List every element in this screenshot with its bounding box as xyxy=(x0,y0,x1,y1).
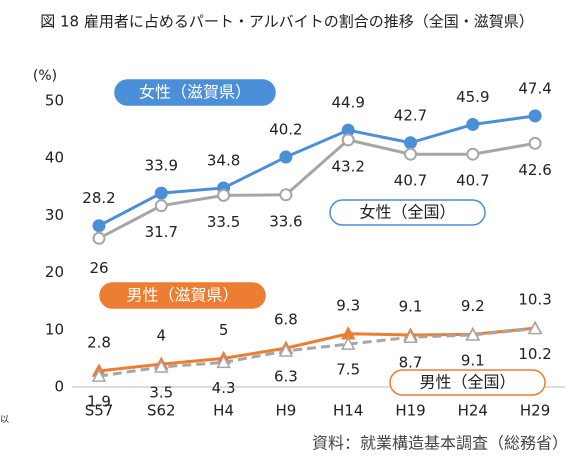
legend-box xyxy=(329,199,486,226)
marker xyxy=(466,147,480,161)
data-label: 1.9 xyxy=(87,393,111,411)
data-label: 6.3 xyxy=(274,367,298,385)
data-label: 40.7 xyxy=(394,172,427,190)
x-tick-label: H24 xyxy=(458,402,488,420)
legend-label: 男性（全国） xyxy=(419,373,515,392)
data-label: 26 xyxy=(89,259,108,277)
x-tick-label: S57 xyxy=(85,402,114,420)
edge-text: 以 xyxy=(0,416,9,426)
marker xyxy=(279,188,293,202)
y-tick-label: 50 xyxy=(45,92,64,110)
x-tick-label: S62 xyxy=(147,402,176,420)
data-label: 44.9 xyxy=(331,94,364,112)
y-tick-label: 0 xyxy=(54,378,64,396)
marker xyxy=(466,117,480,131)
marker xyxy=(403,329,418,343)
data-label: 5 xyxy=(219,321,229,339)
marker xyxy=(527,321,543,335)
marker xyxy=(404,136,417,150)
legend-label: 男性（滋賀県） xyxy=(126,286,238,305)
y-tick-label: 40 xyxy=(45,149,64,167)
data-label: 40.7 xyxy=(456,172,489,190)
legend-box xyxy=(389,369,546,396)
data-label: 42.7 xyxy=(394,106,427,124)
marker xyxy=(278,343,294,357)
y-unit: (%) xyxy=(33,68,57,84)
data-label: 6.8 xyxy=(274,311,298,329)
data-label: 2.8 xyxy=(87,333,111,351)
data-label: 40.2 xyxy=(269,121,302,139)
marker xyxy=(154,359,169,373)
data-label: 45.9 xyxy=(456,88,489,106)
marker xyxy=(465,327,481,341)
legend-label: 女性（滋賀県） xyxy=(139,83,251,102)
data-label: 10.2 xyxy=(518,345,551,363)
marker xyxy=(341,133,355,147)
data-label: 31.7 xyxy=(145,223,178,241)
data-label: 43.2 xyxy=(331,157,364,175)
legend-label: 女性（全国） xyxy=(359,203,455,222)
marker xyxy=(92,231,106,245)
data-label: 9.1 xyxy=(399,297,423,315)
data-label: 33.9 xyxy=(145,157,178,175)
data-label: 47.4 xyxy=(518,79,551,97)
data-label: 42.6 xyxy=(518,161,551,179)
marker xyxy=(92,219,106,233)
marker xyxy=(216,354,231,369)
series-line xyxy=(98,138,536,240)
data-label: 9.3 xyxy=(336,296,360,314)
data-label: 4 xyxy=(157,327,167,345)
marker xyxy=(340,336,356,350)
data-label: 33.5 xyxy=(207,213,240,231)
data-label: 3.5 xyxy=(149,383,173,401)
legend-box xyxy=(99,282,266,309)
chart-title: 図 18 雇用者に占めるパート・アルバイトの割合の推移（全国・滋賀県） xyxy=(40,13,533,31)
y-tick-label: 30 xyxy=(45,206,64,224)
data-label: 33.6 xyxy=(269,212,302,230)
series-line xyxy=(98,114,536,228)
data-label: 9.2 xyxy=(461,297,485,315)
data-label: 28.2 xyxy=(82,189,115,207)
marker xyxy=(528,109,542,123)
x-tick-label: H4 xyxy=(213,402,234,420)
series-line xyxy=(98,327,536,378)
source: 資料：就業構造基本調査（総務省） xyxy=(312,434,568,453)
x-tick-label: H9 xyxy=(275,402,296,420)
marker xyxy=(404,147,417,161)
data-label: 7.5 xyxy=(336,361,360,379)
legend-box xyxy=(114,79,276,106)
marker xyxy=(154,186,168,200)
marker xyxy=(154,199,168,213)
y-tick-label: 10 xyxy=(45,320,64,338)
data-label: 4.3 xyxy=(212,379,236,397)
marker xyxy=(528,136,542,150)
data-label: 10.3 xyxy=(518,291,551,309)
y-tick-label: 20 xyxy=(45,263,64,281)
data-label: 8.7 xyxy=(399,354,423,372)
marker xyxy=(217,188,231,202)
data-label: 9.1 xyxy=(461,351,485,369)
x-tick-label: H19 xyxy=(395,402,425,420)
data-label: 34.8 xyxy=(207,151,240,169)
marker xyxy=(279,150,293,164)
x-tick-label: H14 xyxy=(333,402,363,420)
x-tick-label: H29 xyxy=(520,402,550,420)
marker xyxy=(91,368,107,382)
